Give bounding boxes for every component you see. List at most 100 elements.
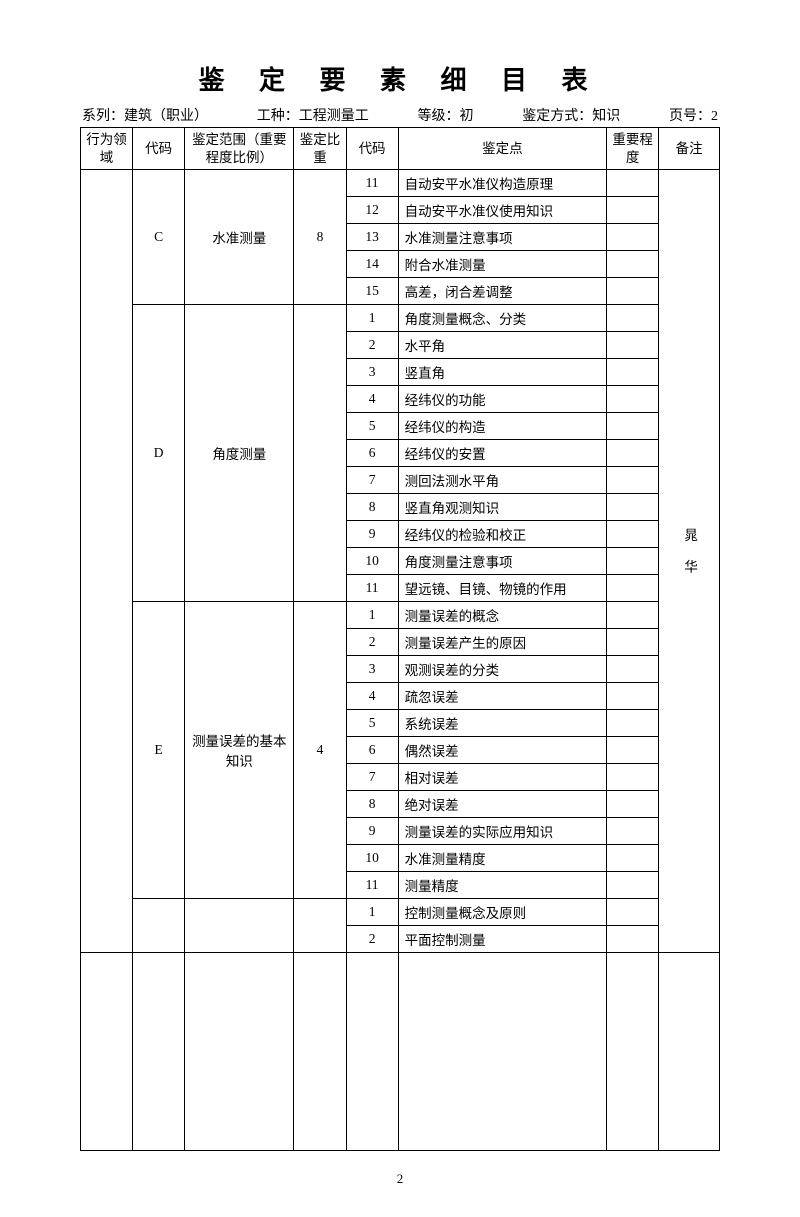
cell-importance [607,440,659,467]
cell-subcode: 10 [346,548,398,575]
cell-subcode: 9 [346,521,398,548]
cell-point: 经纬仪的安置 [398,440,606,467]
cell-subcode: 14 [346,251,398,278]
detail-table: 行为领域 代码 鉴定范围（重要程度比例） 鉴定比重 代码 鉴定点 重要程度 备注… [80,127,720,1151]
cell-importance [607,305,659,332]
cell-point: 测量精度 [398,872,606,899]
cell-subcode: 8 [346,494,398,521]
cell-point: 竖直角观测知识 [398,494,606,521]
cell-importance [607,710,659,737]
cell-importance [607,413,659,440]
cell-code [133,953,185,1151]
cell-point: 疏忽误差 [398,683,606,710]
cell-subcode: 11 [346,575,398,602]
th-imp: 重要程度 [607,128,659,170]
meta-series: 系列：建筑（职业） [82,105,208,125]
cell-importance [607,764,659,791]
cell-point [398,953,606,1151]
cell-scope [185,953,294,1151]
table-row-blank [81,953,720,1151]
table-row: E测量误差的基本知识41测量误差的概念 [81,602,720,629]
header-row: 行为领域 代码 鉴定范围（重要程度比例） 鉴定比重 代码 鉴定点 重要程度 备注 [81,128,720,170]
cell-point: 附合水准测量 [398,251,606,278]
cell-subcode: 3 [346,656,398,683]
cell-importance [607,737,659,764]
meta-page: 页号：2 [669,105,718,125]
cell-importance [607,899,659,926]
cell-subcode: 1 [346,602,398,629]
th-scope: 鉴定范围（重要程度比例） [185,128,294,170]
table-row: 1控制测量概念及原则 [81,899,720,926]
meta-level: 等级：初 [418,105,474,125]
cell-scope: 角度测量 [185,305,294,602]
cell-point: 平面控制测量 [398,926,606,953]
cell-importance [607,359,659,386]
cell-weight: 8 [294,170,346,305]
cell-domain [81,953,133,1151]
cell-importance [607,953,659,1151]
table-row: D角度测量1角度测量概念、分类 [81,305,720,332]
cell-point: 竖直角 [398,359,606,386]
page-number: 2 [80,1171,720,1187]
cell-point: 经纬仪的检验和校正 [398,521,606,548]
th-code2: 代码 [346,128,398,170]
cell-point: 角度测量概念、分类 [398,305,606,332]
cell-code [133,899,185,953]
cell-importance [607,791,659,818]
cell-weight: 4 [294,602,346,899]
cell-scope: 测量误差的基本知识 [185,602,294,899]
cell-weight [294,899,346,953]
cell-point: 测回法测水平角 [398,467,606,494]
cell-point: 绝对误差 [398,791,606,818]
cell-importance [607,926,659,953]
cell-importance [607,872,659,899]
cell-importance [607,629,659,656]
cell-point: 自动安平水准仪构造原理 [398,170,606,197]
cell-importance [607,521,659,548]
cell-importance [607,278,659,305]
cell-importance [607,494,659,521]
cell-note: 晁华 [659,170,720,953]
cell-subcode: 11 [346,872,398,899]
cell-code: D [133,305,185,602]
th-point: 鉴定点 [398,128,606,170]
cell-subcode: 1 [346,899,398,926]
cell-subcode: 5 [346,710,398,737]
cell-subcode: 11 [346,170,398,197]
cell-subcode [346,953,398,1151]
cell-point: 相对误差 [398,764,606,791]
cell-importance [607,548,659,575]
cell-subcode: 2 [346,332,398,359]
cell-point: 高差，闭合差调整 [398,278,606,305]
cell-importance [607,575,659,602]
cell-subcode: 7 [346,467,398,494]
cell-subcode: 13 [346,224,398,251]
cell-point: 系统误差 [398,710,606,737]
cell-importance [607,602,659,629]
meta-line: 系列：建筑（职业） 工种：工程测量工 等级：初 鉴定方式：知识 页号：2 [80,105,720,125]
cell-point: 偶然误差 [398,737,606,764]
cell-importance [607,656,659,683]
cell-subcode: 6 [346,737,398,764]
cell-scope: 水准测量 [185,170,294,305]
cell-subcode: 12 [346,197,398,224]
cell-importance [607,170,659,197]
meta-method: 鉴定方式：知识 [522,105,620,125]
cell-point: 经纬仪的功能 [398,386,606,413]
cell-subcode: 4 [346,386,398,413]
cell-subcode: 9 [346,818,398,845]
cell-importance [607,467,659,494]
cell-point: 自动安平水准仪使用知识 [398,197,606,224]
cell-point: 观测误差的分类 [398,656,606,683]
cell-point: 测量误差的实际应用知识 [398,818,606,845]
cell-point: 水平角 [398,332,606,359]
cell-subcode: 2 [346,926,398,953]
cell-importance [607,683,659,710]
cell-weight [294,305,346,602]
cell-subcode: 2 [346,629,398,656]
th-note: 备注 [659,128,720,170]
cell-importance [607,197,659,224]
cell-scope [185,899,294,953]
cell-domain [81,170,133,953]
cell-subcode: 6 [346,440,398,467]
